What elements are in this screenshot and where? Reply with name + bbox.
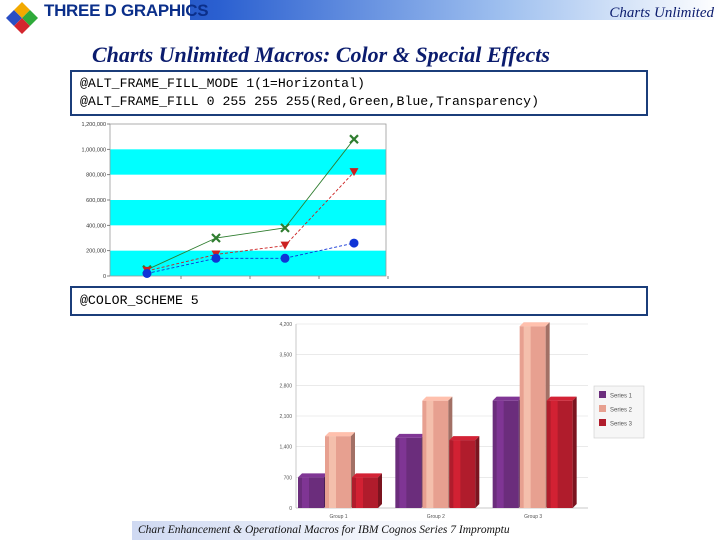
bar [519,322,550,508]
y-tick-label: 0 [103,274,106,280]
bar [546,396,577,508]
y-tick-label: 200,000 [86,249,106,255]
y-tick-label: 1,000,000 [82,147,106,153]
series-line [146,171,355,272]
data-point [211,253,221,263]
data-point [349,168,359,177]
y-tick-label: 1,400 [279,445,292,451]
y-tick-label: 1,200,000 [82,122,106,128]
x-tick-label: Group 1 [329,514,347,520]
data-point [280,223,290,233]
bar [298,473,328,508]
y-tick-label: 600,000 [86,198,106,204]
x-tick-label: Group 3 [524,514,542,520]
code-line: @ALT_FRAME_FILL_MODE 1(1=Horizontal) [80,76,365,91]
series-line [146,242,355,274]
bar [492,396,523,508]
legend-label: Series 3 [610,422,633,428]
data-point [349,134,359,144]
y-tick-label: 3,500 [279,353,292,359]
x-tick-label: Group 2 [427,514,445,520]
bar [449,436,480,508]
code-block-2: @COLOR_SCHEME 5 [70,286,648,316]
data-point [211,233,221,243]
code-block-1: @ALT_FRAME_FILL_MODE 1(1=Horizontal) @ALT… [70,70,648,116]
series-line [146,138,355,271]
y-tick-label: 2,800 [279,383,292,389]
y-tick-label: 4,200 [279,322,292,328]
y-tick-label: 0 [289,506,292,512]
page-title: Charts Unlimited Macros: Color & Special… [92,42,550,67]
band-fill [110,250,386,276]
legend-swatch [599,391,606,398]
legend-label: Series 2 [610,408,633,414]
data-point [280,241,290,250]
data-point [280,253,290,263]
y-tick-label: 2,100 [279,414,292,420]
logo-text: THREE D GRAPHICS [44,1,209,20]
band-fill [110,149,386,175]
y-tick-label: 800,000 [86,173,106,179]
logo: THREE D GRAPHICS [0,0,209,34]
y-tick-label: 700 [284,475,293,481]
data-point [349,238,359,248]
data-point [142,268,152,278]
legend: Series 1 Series 2 Series 3 [593,385,645,439]
bar [352,473,382,508]
footer-text: Chart Enhancement & Operational Macros f… [138,524,510,536]
header-brand: Charts Unlimited [609,5,714,21]
bar-chart: 0 700 1,400 2,100 2,800 3,500 4,200 Group 1 Grou… [279,322,645,520]
line-chart: 0 200,000 400,000 600,000 800,000 1,000,000 1,… [82,122,389,280]
legend-swatch [599,419,606,426]
code-line: @COLOR_SCHEME 5 [80,293,199,308]
bar [422,396,453,508]
bar [325,432,355,508]
y-tick-label: 400,000 [86,223,106,229]
code-line: @ALT_FRAME_FILL 0 255 255 255(Red,Green,… [80,94,539,109]
footer-bar [132,521,544,540]
bar [395,433,426,508]
band-fill [110,200,386,226]
three-d-graphics-logo-icon [6,2,38,34]
legend-swatch [599,405,606,412]
legend-label: Series 1 [610,394,633,400]
